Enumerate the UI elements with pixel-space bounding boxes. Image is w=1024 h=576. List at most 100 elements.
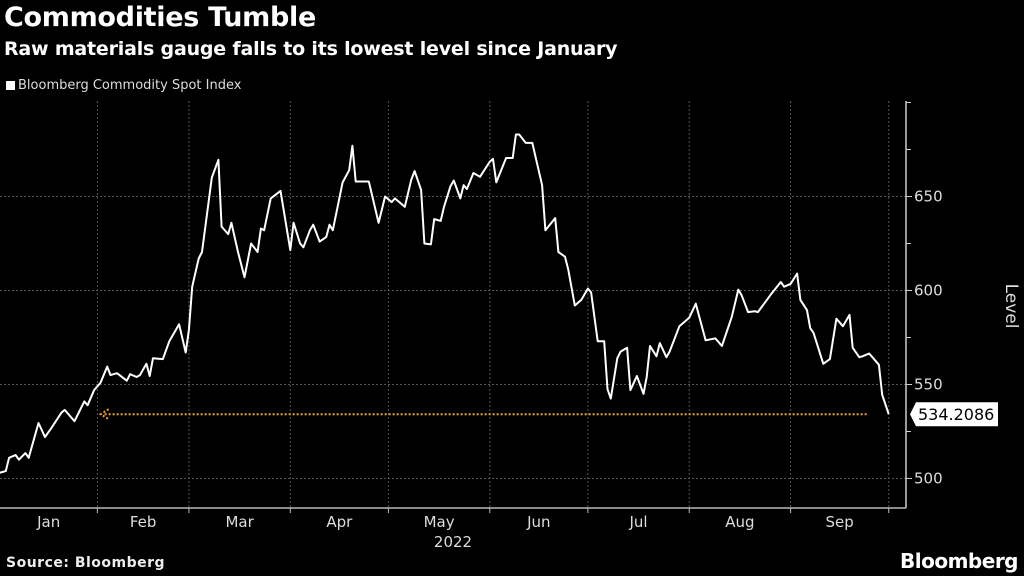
data-point: [198, 258, 200, 260]
grid: [0, 101, 906, 508]
data-point: [862, 355, 864, 357]
data-point: [881, 394, 883, 396]
x-tick-label: Apr: [326, 513, 353, 531]
data-point: [443, 206, 445, 208]
data-point: [472, 172, 474, 174]
data-point: [384, 196, 386, 198]
data-point: [554, 217, 556, 219]
data-point: [835, 318, 837, 320]
data-point: [642, 393, 644, 395]
data-point: [319, 241, 321, 243]
data-point: [796, 273, 798, 275]
data-point: [100, 382, 102, 384]
data-point: [109, 374, 111, 376]
data-point: [149, 375, 151, 377]
data-point: [178, 323, 180, 325]
data-point: [790, 283, 792, 285]
data-point: [116, 372, 118, 374]
data-point: [325, 236, 327, 238]
data-point: [757, 311, 759, 313]
data-point: [626, 347, 628, 349]
data-point: [463, 184, 465, 186]
data-point: [574, 305, 576, 307]
data-point: [541, 184, 543, 186]
data-point: [423, 243, 425, 245]
x-tick-label: Mar: [225, 513, 254, 531]
data-point: [168, 340, 170, 342]
legend-swatch: [6, 81, 15, 90]
data-point: [646, 376, 648, 378]
data-point: [829, 358, 831, 360]
y-tick-label: 550: [914, 376, 943, 394]
data-point: [162, 358, 164, 360]
data-point: [512, 157, 514, 159]
data-point: [351, 145, 353, 147]
series-marks: 534.2086: [0, 133, 998, 474]
data-point: [51, 427, 53, 429]
data-point: [678, 325, 680, 327]
data-point: [459, 197, 461, 199]
data-point: [391, 201, 393, 203]
data-point: [721, 345, 723, 347]
data-point: [525, 142, 527, 144]
data-point: [126, 380, 128, 382]
data-point: [263, 229, 265, 231]
data-point: [28, 457, 30, 459]
data-point: [754, 310, 756, 312]
data-point: [250, 243, 252, 245]
bloomberg-logo: Bloomberg: [900, 549, 1018, 573]
data-point: [505, 157, 507, 159]
data-point: [440, 220, 442, 222]
y-tick-label: 600: [914, 282, 943, 300]
data-point: [244, 276, 246, 278]
data-point: [747, 311, 749, 313]
data-point: [260, 227, 262, 229]
data-point: [420, 189, 422, 191]
data-point: [18, 459, 20, 461]
data-point: [665, 356, 667, 358]
data-point: [620, 351, 622, 353]
series-line: [0, 133, 890, 474]
data-point: [629, 389, 631, 391]
data-point: [489, 161, 491, 163]
data-point: [270, 197, 272, 199]
data-point: [93, 389, 95, 391]
data-point: [737, 289, 739, 291]
data-point: [741, 294, 743, 296]
data-point: [414, 170, 416, 172]
data-point: [858, 356, 860, 358]
data-point: [38, 422, 40, 424]
x-tick-label: Jul: [629, 513, 648, 531]
data-point: [695, 303, 697, 305]
data-point: [688, 317, 690, 319]
data-point: [848, 314, 850, 316]
legend-label: Bloomberg Commodity Spot Index: [18, 78, 242, 93]
chart-title: Commodities Tumble: [4, 2, 317, 33]
data-point: [799, 299, 801, 301]
data-point: [430, 243, 432, 245]
x-tick-label: Jun: [526, 513, 550, 531]
data-point: [136, 376, 138, 378]
y-axis-label: Level: [1001, 284, 1021, 329]
data-point: [404, 206, 406, 208]
data-point: [188, 329, 190, 331]
data-point: [221, 226, 223, 228]
data-point: [185, 352, 187, 354]
data-point: [822, 363, 824, 365]
data-point: [24, 452, 26, 454]
x-tick-label: Sep: [826, 513, 854, 531]
data-point: [492, 158, 494, 160]
data-point: [518, 133, 520, 135]
x-axis-year-label: 2022: [434, 533, 472, 551]
data-point: [348, 169, 350, 171]
data-point: [8, 457, 10, 459]
data-point: [106, 366, 108, 368]
data-point: [590, 291, 592, 293]
data-point: [466, 188, 468, 190]
data-point: [813, 332, 815, 334]
data-point: [616, 357, 618, 359]
x-tick-label: Aug: [725, 513, 754, 531]
data-point: [279, 190, 281, 192]
data-point: [649, 345, 651, 347]
data-point: [515, 133, 517, 135]
